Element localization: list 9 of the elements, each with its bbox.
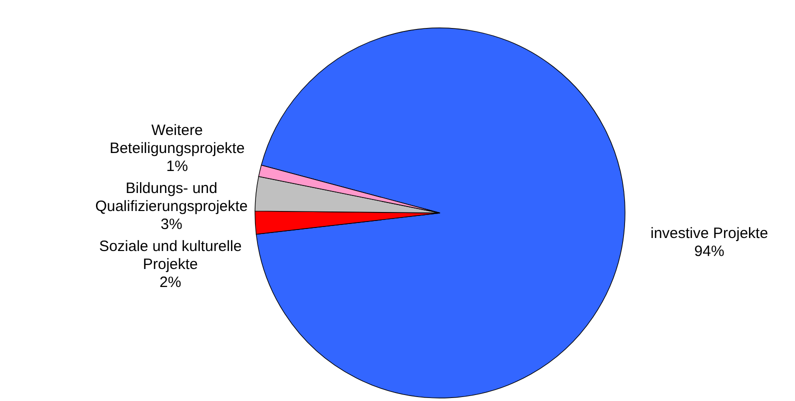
- data-label: 1%: [166, 158, 188, 175]
- data-label: 94%: [694, 242, 724, 260]
- slice-label: Soziale und kulturelle Projekte: [99, 238, 242, 273]
- data-label: 2%: [160, 274, 182, 291]
- pie-slice: [256, 28, 626, 398]
- slice-label: investive Projekte: [650, 224, 768, 242]
- slice-label: Weitere Beteiligungsprojekte: [110, 122, 245, 157]
- data-label: 3%: [160, 216, 182, 233]
- slice-label: Bildungs- und Qualifizierungsprojekte: [95, 180, 248, 215]
